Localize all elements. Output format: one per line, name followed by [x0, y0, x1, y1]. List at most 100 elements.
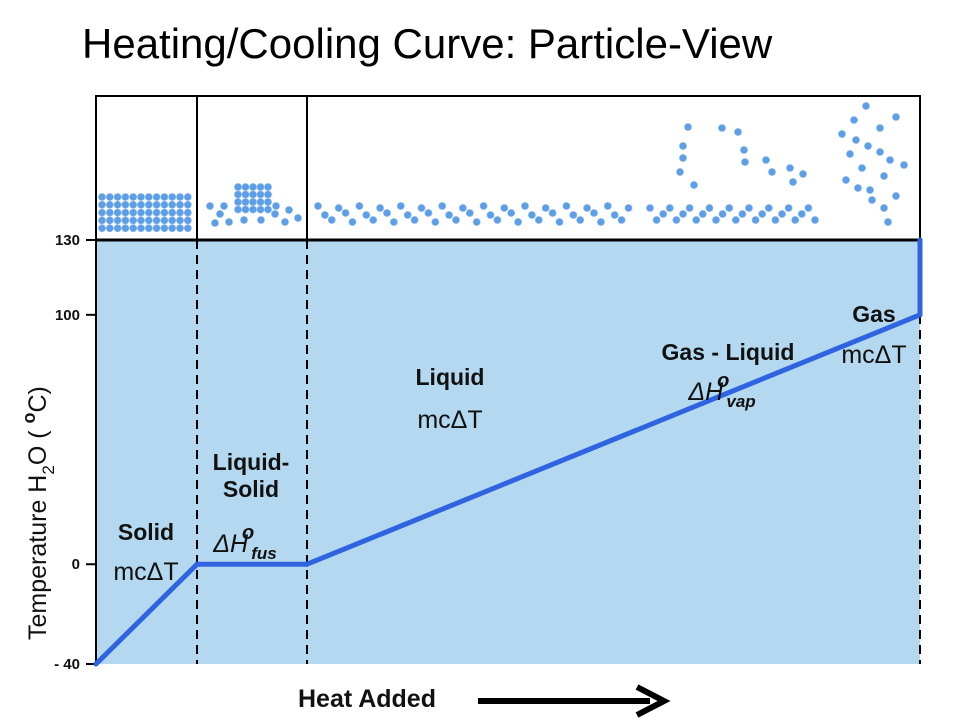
- particle: [514, 218, 522, 226]
- particle: [160, 208, 169, 217]
- curve-point: [93, 661, 99, 667]
- particle: [858, 164, 866, 172]
- particle: [129, 216, 138, 225]
- particle: [256, 205, 265, 214]
- curve-point: [194, 561, 200, 567]
- particle: [168, 193, 177, 201]
- particle: [160, 193, 169, 201]
- particle: [786, 164, 794, 172]
- particle: [176, 216, 184, 225]
- particle: [900, 161, 908, 169]
- particle: [168, 224, 177, 233]
- particle: [672, 216, 681, 224]
- particle: [257, 216, 265, 224]
- particle: [121, 224, 130, 233]
- particle: [98, 208, 106, 217]
- particle: [665, 204, 674, 212]
- particle: [718, 124, 726, 132]
- phase-label-3: Liquid mcΔT: [416, 364, 485, 434]
- particle: [876, 148, 884, 156]
- particle: [176, 208, 184, 217]
- particle: [852, 136, 860, 144]
- particle: [884, 218, 892, 226]
- particle: [479, 202, 488, 210]
- particle: [121, 208, 130, 217]
- particle: [369, 216, 378, 224]
- particle: [183, 193, 192, 201]
- particle: [507, 209, 516, 217]
- particle: [264, 190, 272, 199]
- particle: [692, 216, 701, 224]
- plot-area: [96, 240, 920, 664]
- particle: [740, 146, 748, 154]
- particle: [144, 216, 153, 225]
- particle: [690, 181, 698, 189]
- particle: [234, 205, 242, 214]
- particle: [362, 211, 371, 219]
- particle: [712, 216, 720, 224]
- y-tick-label: 130: [55, 232, 80, 249]
- particle: [684, 123, 692, 131]
- y-tick-label: 100: [55, 307, 80, 324]
- particle: [734, 128, 742, 136]
- particle: [129, 193, 138, 201]
- particle: [98, 200, 106, 209]
- particle: [113, 224, 122, 233]
- particle: [886, 156, 894, 164]
- particle: [160, 224, 169, 233]
- phase-equation: mcΔT: [417, 406, 482, 434]
- phase-enthalpy: ΔHo vap: [687, 370, 755, 411]
- particle: [548, 209, 557, 217]
- particle: [868, 196, 876, 204]
- particle: [590, 209, 598, 217]
- particle: [850, 116, 858, 124]
- particle: [241, 198, 250, 206]
- particle: [137, 200, 145, 209]
- particle: [341, 209, 350, 217]
- particle: [144, 224, 153, 233]
- particle: [129, 208, 138, 217]
- particle: [705, 204, 714, 212]
- particle: [679, 154, 687, 162]
- particle: [234, 183, 242, 191]
- particle: [698, 210, 707, 218]
- particle: [183, 200, 192, 209]
- y-tick-label: - 40: [54, 656, 80, 673]
- particle: [216, 210, 224, 218]
- phase-name: Liquid-: [213, 449, 290, 475]
- particle: [838, 130, 846, 138]
- particle: [152, 208, 161, 217]
- particle: [659, 210, 668, 218]
- particle: [864, 142, 872, 150]
- particle: [160, 200, 169, 209]
- particle: [105, 193, 114, 201]
- particle: [521, 202, 529, 210]
- particle: [534, 216, 543, 224]
- particle: [264, 205, 272, 214]
- particle: [152, 200, 161, 209]
- particle: [98, 224, 106, 233]
- particle: [417, 204, 426, 212]
- particle: [472, 218, 481, 226]
- particle: [458, 204, 467, 212]
- particle: [144, 208, 153, 217]
- particle: [866, 186, 874, 194]
- phase-name: Solid: [118, 519, 174, 545]
- particle: [880, 204, 888, 212]
- particle: [617, 216, 626, 224]
- particle: [424, 209, 433, 217]
- particle: [685, 204, 694, 212]
- particle: [799, 170, 807, 178]
- particle: [225, 218, 233, 226]
- particle: [493, 216, 502, 224]
- particle: [98, 193, 106, 201]
- particle: [327, 216, 336, 224]
- curve-point: [304, 561, 310, 567]
- particle: [264, 198, 272, 206]
- phase-label-2: Liquid-Solid ΔHo fus: [212, 449, 289, 563]
- particle: [256, 183, 265, 191]
- y-axis: - 40 0 100 130: [54, 232, 96, 673]
- particle: [791, 216, 800, 224]
- curve-point: [917, 237, 923, 243]
